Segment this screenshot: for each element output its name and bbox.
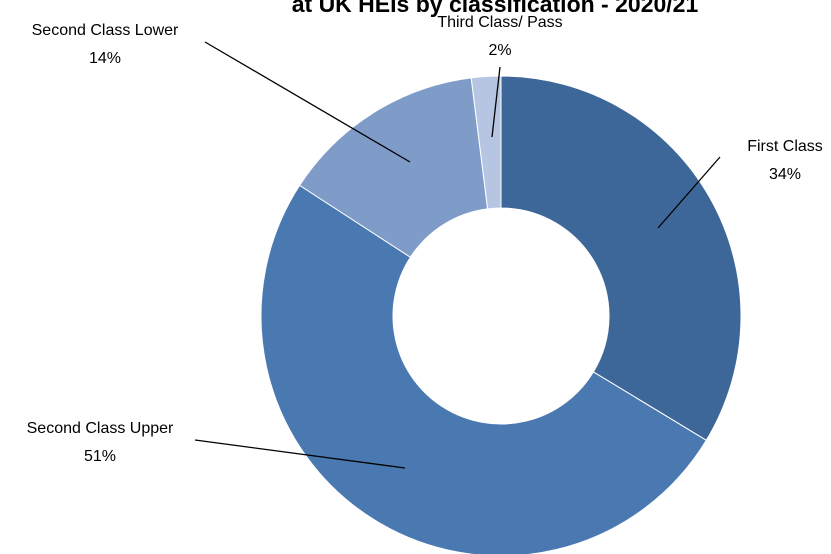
leader-line — [657, 156, 721, 229]
value-label: 34% — [769, 166, 801, 183]
leader-line — [491, 66, 501, 138]
value-label: 2% — [488, 42, 511, 59]
slice-label: Second Class Lower — [32, 22, 179, 39]
slice-label: Third Class/ Pass — [437, 14, 562, 31]
value-label: 14% — [89, 50, 121, 67]
donut-slice — [500, 75, 742, 441]
slice-label: First Class — [747, 138, 823, 155]
slice-label: Second Class Upper — [27, 420, 174, 437]
leader-line — [194, 439, 406, 469]
chart-title: at UK HEIs by classification - 2020/21 — [292, 0, 699, 17]
value-label: 51% — [84, 448, 116, 465]
donut-slice — [298, 77, 489, 258]
donut-slice — [470, 75, 502, 210]
leader-line — [204, 41, 411, 163]
